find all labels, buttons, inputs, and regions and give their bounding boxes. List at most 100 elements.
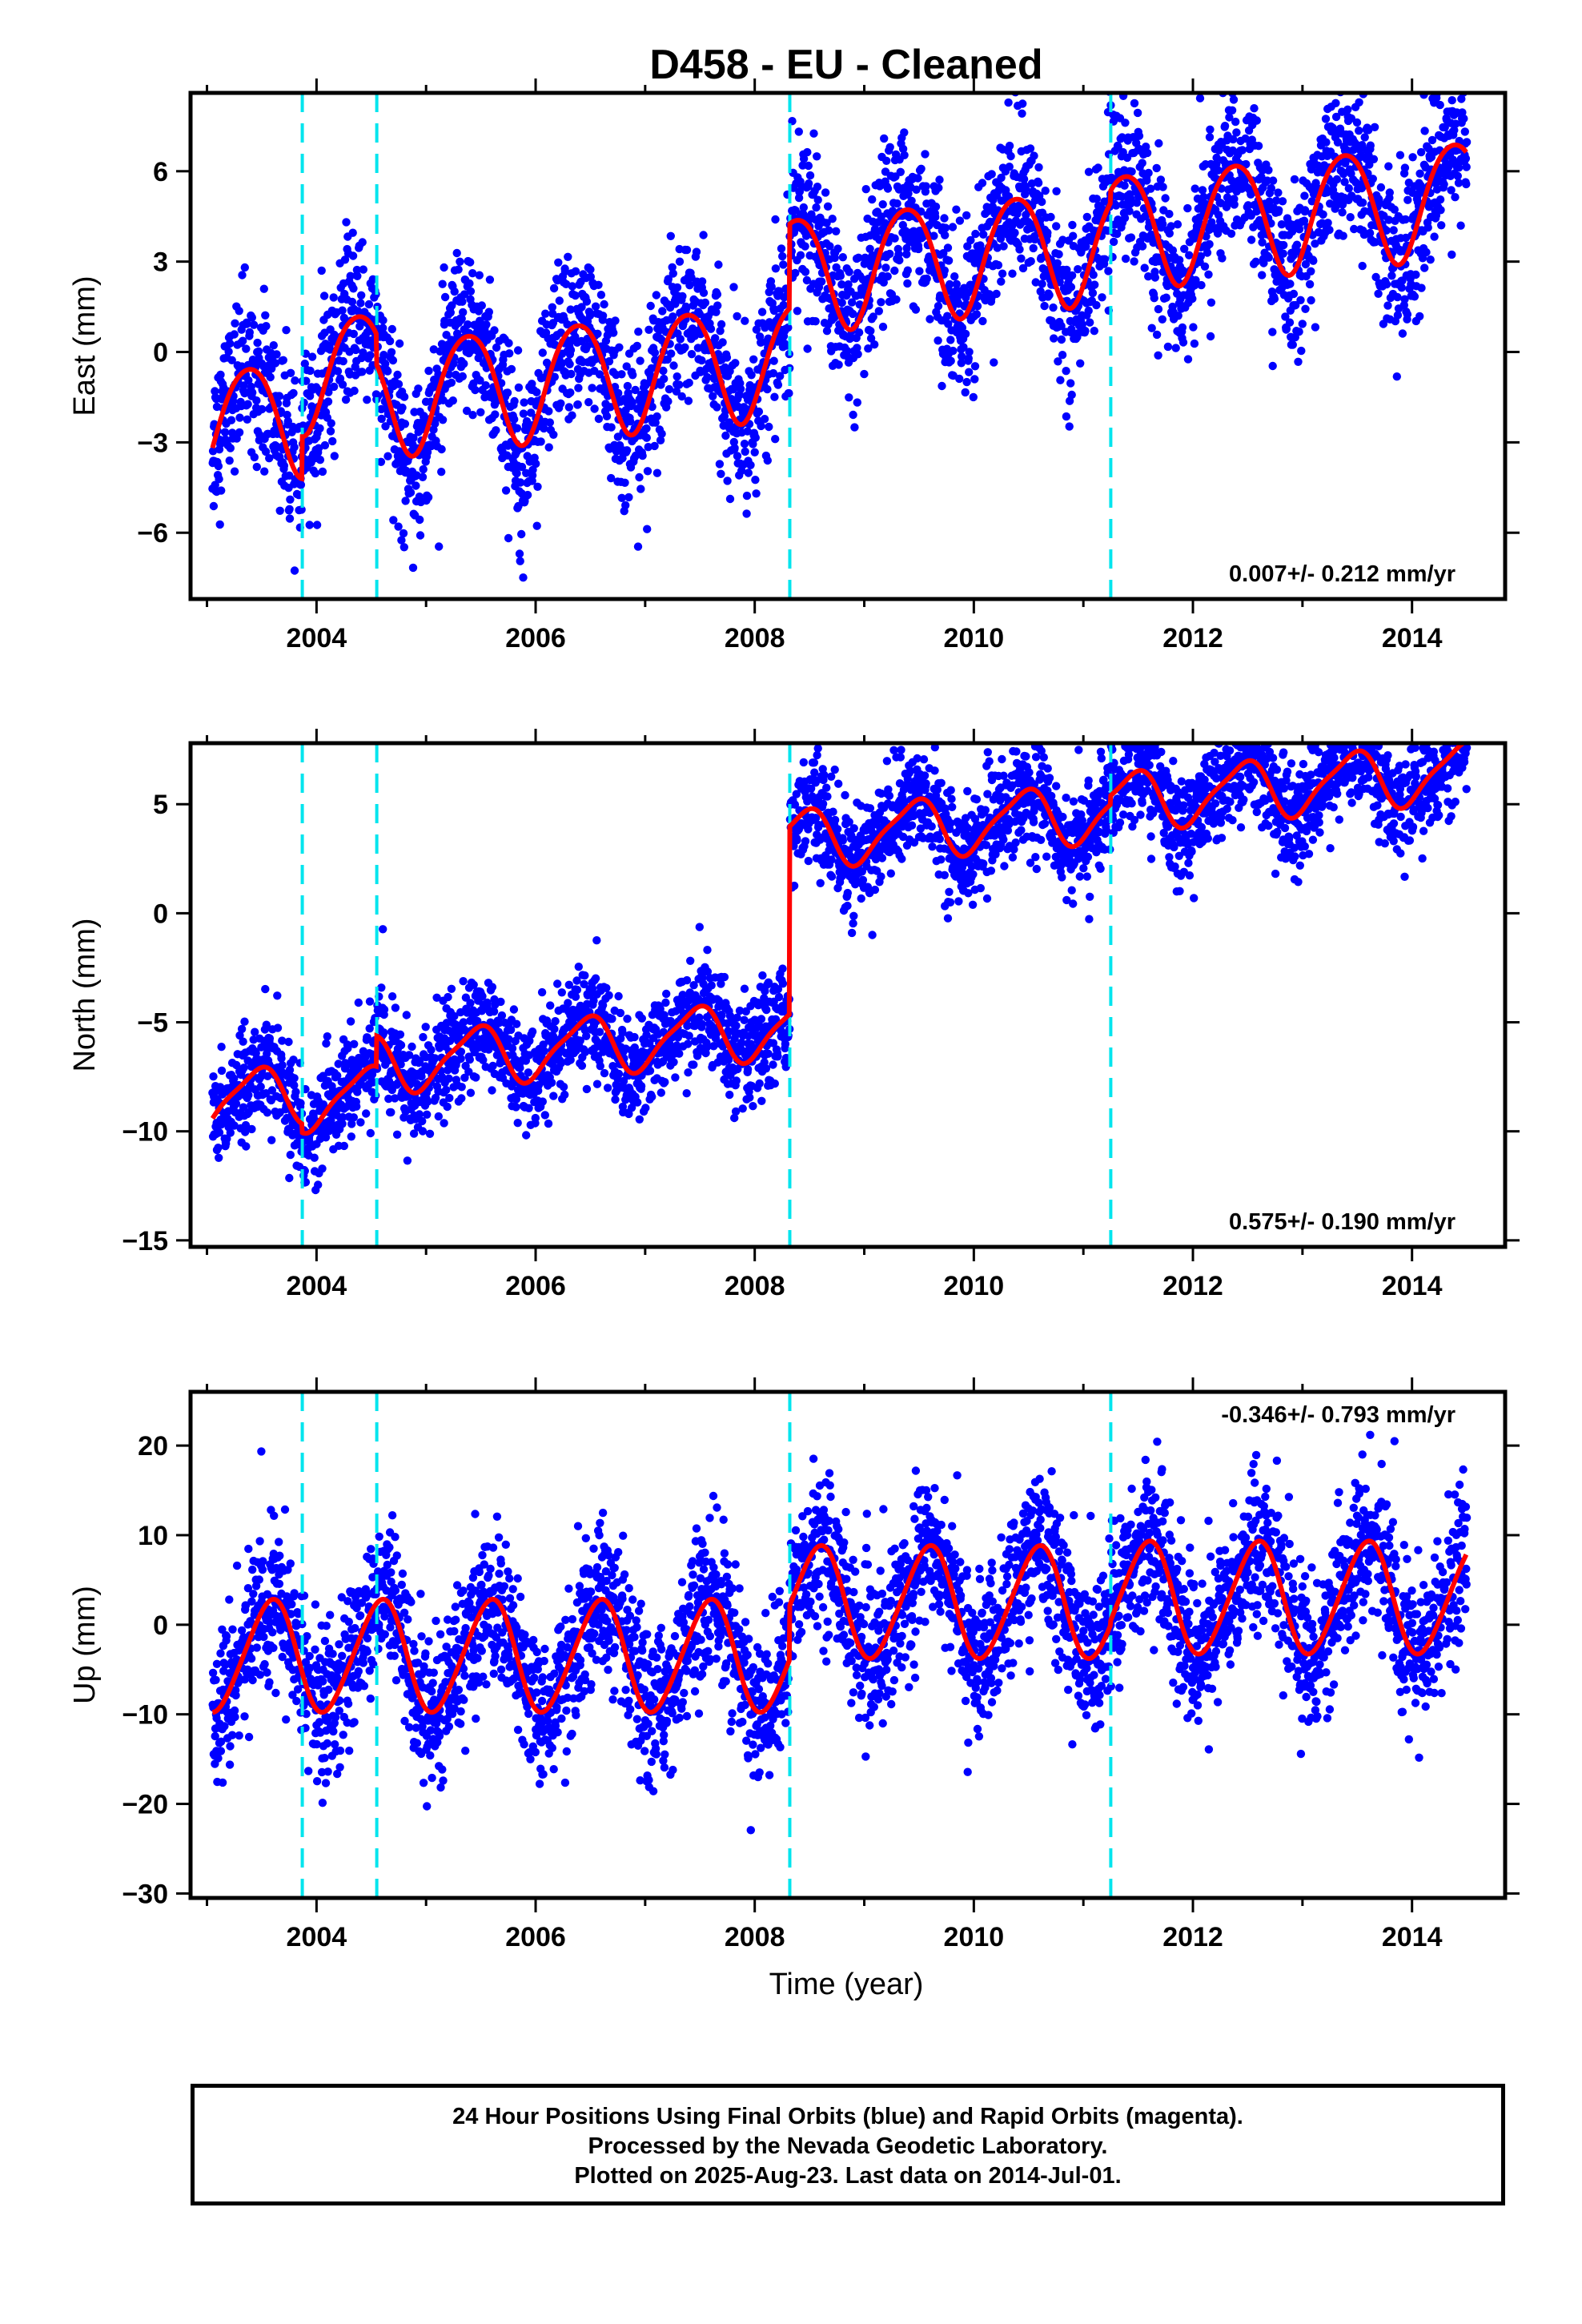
data-point [1041,187,1050,195]
data-point [456,257,464,266]
data-point [215,1153,223,1163]
data-point [230,467,239,476]
data-point [1197,280,1206,290]
data-point [936,291,945,300]
data-point [1342,82,1350,90]
data-point [528,465,537,474]
data-point [926,315,934,324]
data-point [1368,175,1378,183]
data-point [1294,357,1303,366]
data-point [913,174,922,183]
data-point [1090,327,1099,336]
data-point [1220,122,1230,131]
x-tick-label: 2004 [287,623,347,653]
data-point [1258,271,1267,279]
data-point [609,328,618,337]
data-point [969,392,978,402]
data-point [476,376,484,385]
data-point [1457,94,1466,103]
data-point [267,1086,277,1095]
data-point [741,316,749,325]
data-point [636,485,645,493]
data-point [685,281,694,290]
y-tick-label: −6 [137,518,168,549]
data-point [1005,163,1014,171]
data-point [254,347,263,356]
data-point [504,533,513,543]
data-point [898,144,908,154]
data-point [896,167,905,176]
data-point [323,397,333,406]
data-point [1263,176,1272,185]
data-point [628,371,637,380]
data-point [285,1065,295,1075]
data-point [224,347,233,356]
data-point [946,336,955,344]
data-point [1147,324,1156,332]
data-point [1138,242,1147,251]
data-point [540,1047,548,1055]
data-point [608,1015,616,1023]
data-point [1410,292,1419,301]
data-point [1333,138,1343,147]
data-point [1081,327,1090,336]
data-point [623,381,632,391]
data-point [1268,328,1277,336]
data-point [317,266,326,275]
data-point [444,1074,453,1084]
data-point [239,1037,247,1046]
data-point [1338,200,1347,209]
data-point [399,529,408,538]
data-point [415,1110,424,1119]
data-point [442,1085,451,1095]
data-point [1163,281,1172,291]
data-point [285,1173,294,1183]
data-point [538,348,547,357]
data-point [1274,188,1283,197]
data-point [403,1156,412,1165]
data-point [1205,133,1215,142]
data-point [803,147,812,157]
data-point [607,473,616,483]
data-point [1301,259,1311,269]
data-point [515,549,524,558]
data-point [389,516,398,525]
data-point [283,416,292,426]
data-point [1052,187,1061,195]
data-point [263,1108,272,1117]
data-point [771,215,780,224]
data-point [387,324,396,334]
data-point [1162,293,1170,302]
data-point [711,334,720,343]
data-point [697,277,707,286]
plot-area [208,743,1472,1247]
data-point [311,468,320,478]
data-point [1114,143,1122,151]
data-point [296,1099,305,1108]
data-point [878,322,888,332]
data-point [736,384,745,393]
data-point [1030,151,1038,160]
data-point [682,245,692,255]
panel-frame [188,90,1508,601]
data-point [490,326,499,335]
data-point [860,369,869,379]
data-point [1021,184,1030,193]
data-point [1004,98,1013,107]
data-point [959,343,968,352]
data-point [488,983,497,991]
data-point [811,317,820,326]
data-point [464,1068,473,1076]
data-point [1195,94,1205,103]
data-point [1251,257,1260,266]
data-point [460,290,469,299]
data-point [958,352,966,361]
data-point [582,297,592,306]
data-point [366,1128,375,1138]
data-point [837,298,846,308]
data-point [1018,99,1027,108]
data-point [973,302,982,311]
data-point [600,300,608,309]
